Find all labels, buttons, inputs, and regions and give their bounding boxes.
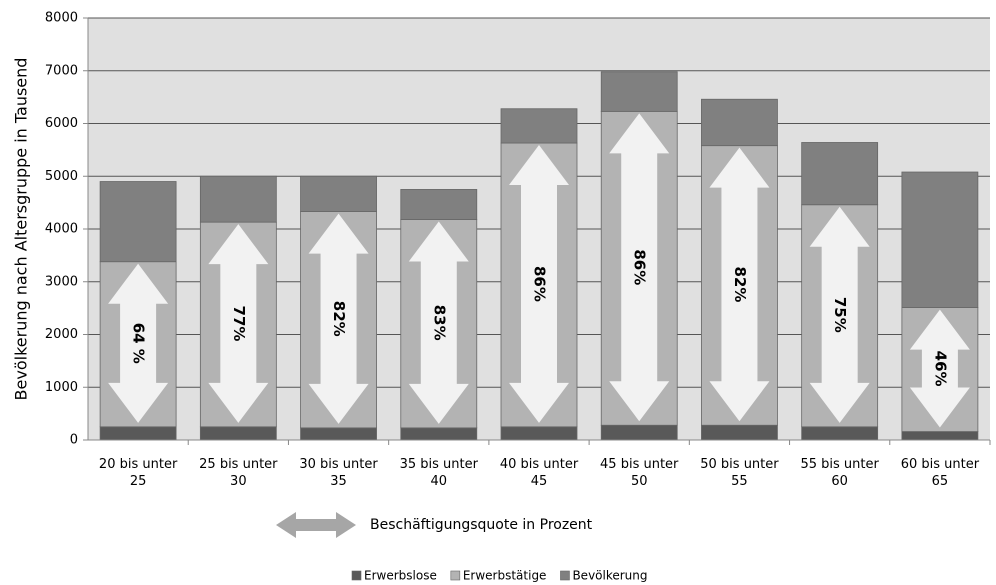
bar-segment <box>199 426 277 441</box>
bar-segment <box>400 189 478 220</box>
x-tick-label: 35 bis unter 40 <box>399 457 478 489</box>
bar-segment <box>99 426 177 441</box>
quota-label: 82% <box>731 266 749 302</box>
quota-label: 77% <box>230 306 248 342</box>
legend-swatch <box>560 570 570 581</box>
bar-segment <box>600 71 678 112</box>
bar-segment <box>600 424 678 441</box>
y-tick-label: 6000 <box>45 116 78 131</box>
quota-arrow <box>108 263 169 423</box>
x-tick-label: 60 bis unter 65 <box>900 457 980 489</box>
x-tick-label: 55 bis unter 60 <box>800 457 879 489</box>
x-tick-label: 20 bis unter 25 <box>98 457 178 489</box>
bar-segment <box>500 108 578 144</box>
quota-label: 75% <box>831 297 849 333</box>
quota-arrow <box>308 213 369 424</box>
legend-swatch <box>450 570 461 581</box>
y-tick-label: 2000 <box>45 327 78 342</box>
x-tick-label: 25 bis unter 30 <box>199 457 278 489</box>
quota-arrow <box>208 224 269 423</box>
legend-label: Erwerbstätige <box>463 569 547 583</box>
arrow-legend-icon <box>276 512 356 538</box>
bar-segment <box>400 427 478 441</box>
x-tick-label: 50 bis unter 55 <box>700 457 779 489</box>
bar-segment <box>99 181 177 263</box>
y-tick-label: 3000 <box>45 274 78 289</box>
y-tick-label: 8000 <box>45 11 78 26</box>
quota-label: 86% <box>531 266 549 302</box>
bar-segment <box>801 426 879 441</box>
y-tick-label: 5000 <box>45 169 78 184</box>
x-tick-label: 40 bis unter 45 <box>499 457 579 489</box>
y-tick-label: 0 <box>70 433 78 448</box>
bar-segment <box>701 424 778 441</box>
bar-segment <box>901 431 979 441</box>
y-tick-label: 1000 <box>45 380 78 395</box>
bar-segment <box>801 142 879 206</box>
bar-segment <box>500 426 578 441</box>
y-axis-label: Bevölkerung nach Altersgruppe in Tausend <box>12 58 31 401</box>
legend-label: Erwerbslose <box>364 569 437 583</box>
quota-label: 86% <box>631 249 649 285</box>
bar-segment <box>300 427 377 441</box>
quota-label: 64 % <box>130 323 148 364</box>
quota-arrow <box>509 145 569 423</box>
legend-swatch <box>351 570 362 581</box>
y-tick-label: 4000 <box>45 222 78 237</box>
x-tick-label: 30 bis unter 35 <box>299 457 378 489</box>
quota-arrow <box>709 147 770 422</box>
quota-arrow <box>909 309 970 428</box>
bar-segment <box>901 171 979 308</box>
arrow-legend-label: Beschäftigungsquote in Prozent <box>370 517 593 533</box>
bar-segment <box>199 175 277 223</box>
bar-segment <box>300 175 377 212</box>
y-tick-label: 7000 <box>45 63 78 78</box>
quota-label: 82% <box>330 301 348 337</box>
legend-label: Bevölkerung <box>572 569 647 583</box>
quota-arrow <box>408 221 469 424</box>
quota-arrow <box>809 206 870 423</box>
quota-arrow <box>609 113 670 422</box>
bar-segment <box>701 98 778 147</box>
quota-label: 46% <box>931 351 949 387</box>
quota-label: 83% <box>430 305 448 341</box>
x-tick-label: 45 bis unter 50 <box>600 457 679 489</box>
